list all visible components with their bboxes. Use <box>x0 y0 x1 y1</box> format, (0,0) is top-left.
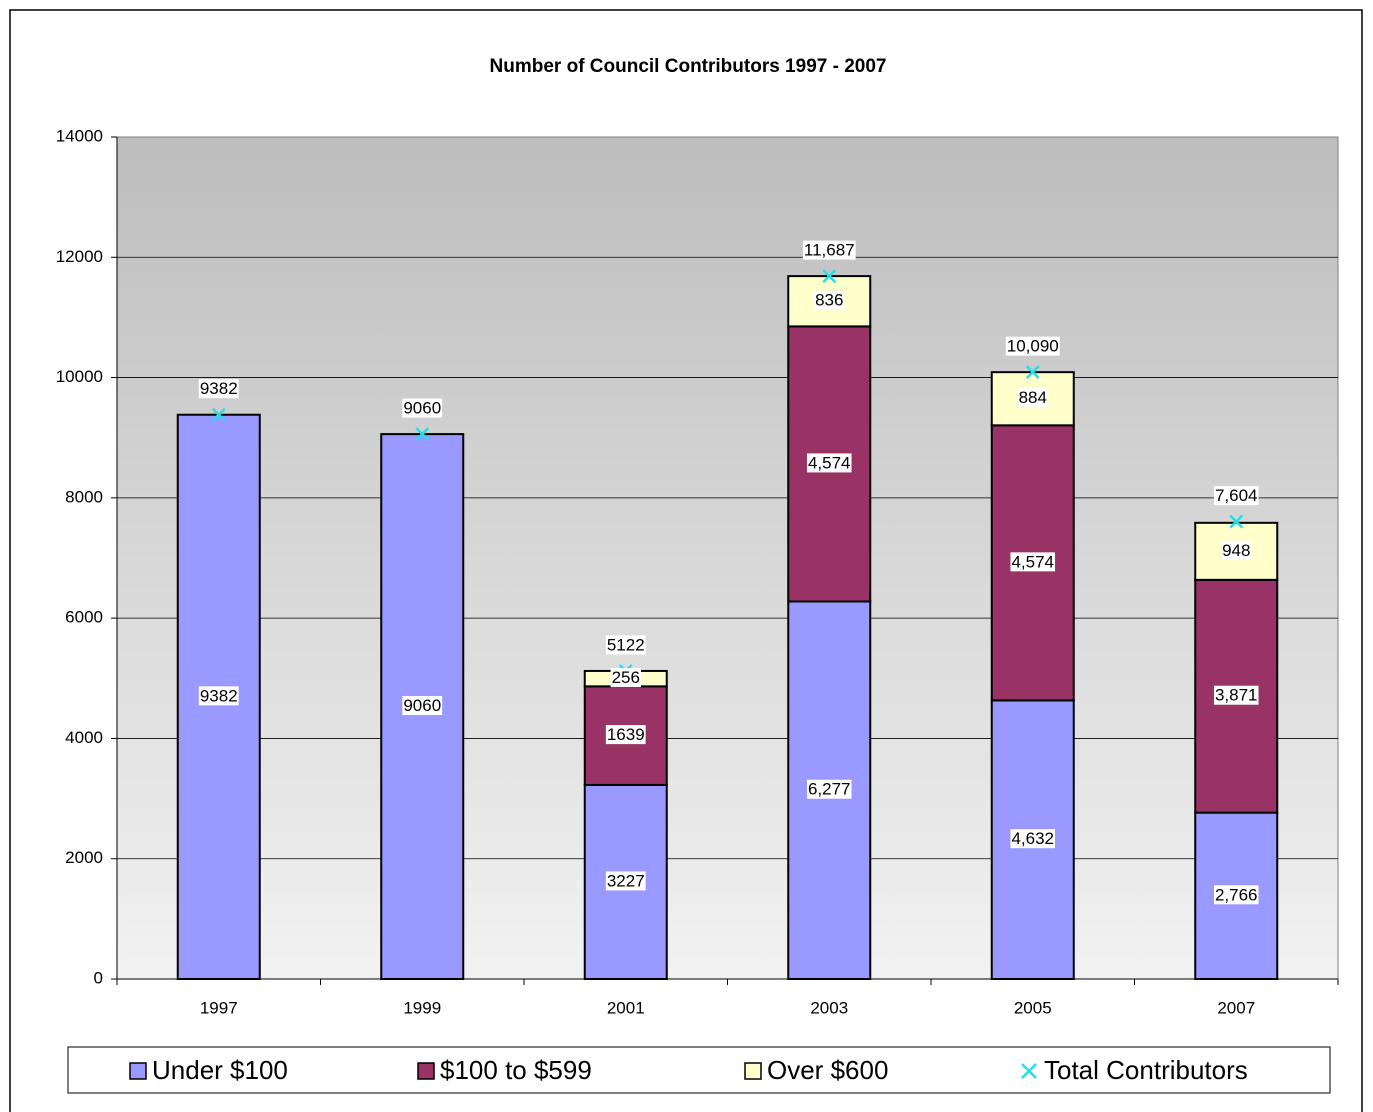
legend-swatch <box>744 1062 762 1080</box>
legend-marker <box>1021 1063 1037 1079</box>
label-bg <box>806 453 852 473</box>
x-tick-label: 2001 <box>607 998 645 1017</box>
data-label: 9060 <box>403 696 441 715</box>
x-tick-label: 1999 <box>403 998 441 1017</box>
label-bg <box>605 725 646 745</box>
total-marker <box>211 407 226 422</box>
label-bg <box>1221 540 1252 560</box>
x-tick-label: 2005 <box>1014 998 1052 1017</box>
y-tick-label: 10000 <box>56 367 103 386</box>
data-label: 5122 <box>607 635 645 654</box>
label-bg <box>1010 829 1056 849</box>
label-bg <box>1017 388 1048 408</box>
y-tick-label: 8000 <box>65 487 103 506</box>
label-bg <box>1010 552 1056 572</box>
data-label: 4,574 <box>1011 552 1054 571</box>
data-label: 4,574 <box>808 453 851 472</box>
total-marker <box>415 427 430 441</box>
data-label: 1639 <box>607 725 645 744</box>
total-marker <box>1229 514 1244 529</box>
y-tick-label: 4000 <box>65 728 103 747</box>
data-label: 4,632 <box>1011 829 1054 848</box>
y-tick-label: 6000 <box>65 608 103 627</box>
label-bg <box>198 686 239 706</box>
label-bg <box>610 668 641 688</box>
legend-label: Total Contributors <box>1044 1055 1248 1085</box>
y-tick-label: 0 <box>94 968 103 987</box>
label-bg <box>1213 685 1259 705</box>
data-label: 11,687 <box>804 241 855 260</box>
legend-label: Under $100 <box>152 1055 288 1085</box>
data-label: 948 <box>1222 541 1250 560</box>
data-label: 9060 <box>403 399 441 418</box>
data-label: 10,090 <box>1007 337 1059 356</box>
legend-label: $100 to $599 <box>440 1055 592 1085</box>
total-marker <box>1025 365 1040 380</box>
y-tick-label: 14000 <box>56 126 103 145</box>
data-label: 256 <box>612 668 640 687</box>
x-tick-label: 2003 <box>810 998 848 1017</box>
y-tick-label: 12000 <box>56 247 103 266</box>
x-tick-label: 2007 <box>1217 998 1255 1017</box>
data-label: 2,766 <box>1215 885 1258 904</box>
data-label: 836 <box>815 291 843 310</box>
label-bg <box>1213 885 1259 905</box>
label-bg <box>402 696 443 716</box>
label-bg <box>802 240 856 260</box>
data-label: 9382 <box>200 686 238 705</box>
label-bg <box>402 398 443 418</box>
data-label: 7,604 <box>1215 486 1258 505</box>
data-label: 884 <box>1019 388 1047 407</box>
legend-label: Over $600 <box>767 1055 888 1085</box>
data-label: 3227 <box>607 871 645 890</box>
data-label: 9382 <box>200 379 238 398</box>
legend-swatch <box>129 1062 147 1080</box>
label-bg <box>814 290 845 310</box>
label-bg <box>605 871 646 891</box>
total-marker <box>822 269 837 283</box>
label-bg <box>1213 486 1259 506</box>
legend-swatch <box>417 1062 435 1080</box>
label-bg <box>806 779 852 799</box>
plot-area <box>116 136 1339 980</box>
label-bg <box>198 379 239 399</box>
data-label: 3,871 <box>1215 686 1258 705</box>
x-tick-label: 1997 <box>200 998 238 1017</box>
label-bg <box>1005 336 1060 356</box>
label-bg <box>605 635 646 655</box>
chart-title: Number of Council Contributors 1997 - 20… <box>490 56 887 77</box>
y-tick-label: 2000 <box>65 848 103 867</box>
data-label: 6,277 <box>808 780 851 799</box>
legend-box <box>67 1046 1331 1094</box>
